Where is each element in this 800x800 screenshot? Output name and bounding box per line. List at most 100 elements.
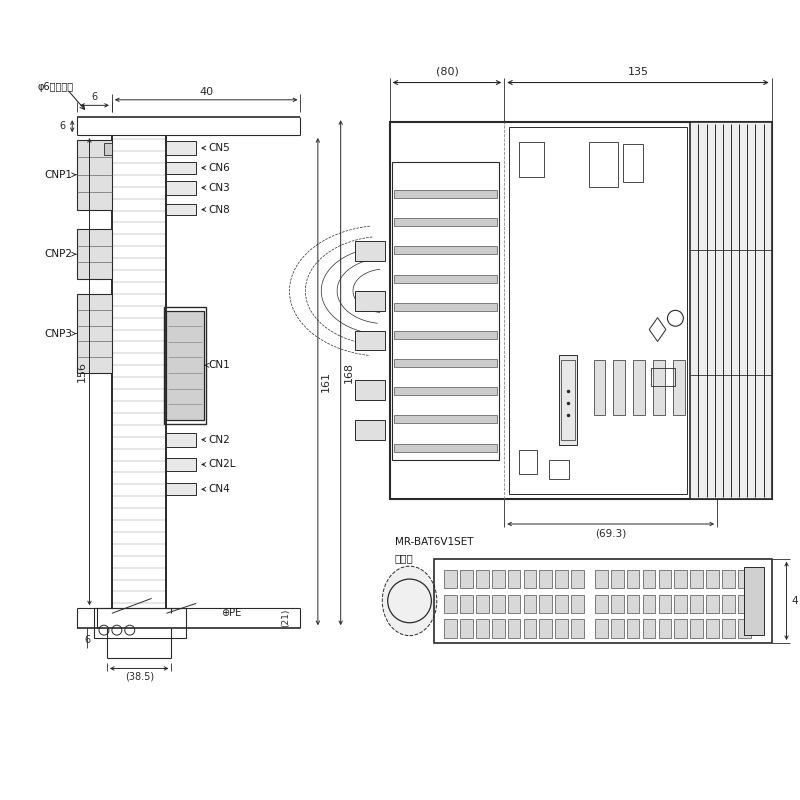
Bar	[722, 594, 734, 614]
Bar	[394, 246, 498, 254]
Bar	[673, 360, 685, 415]
Bar	[166, 141, 196, 155]
Text: ⊕PE: ⊕PE	[221, 608, 242, 618]
Text: 4: 4	[791, 596, 798, 606]
Bar	[627, 619, 639, 638]
Bar	[658, 619, 671, 638]
Bar	[706, 594, 719, 614]
Bar	[595, 570, 608, 589]
Bar	[571, 594, 584, 614]
Bar	[524, 570, 536, 589]
Bar	[555, 619, 568, 638]
Bar	[94, 608, 186, 638]
Bar	[104, 143, 112, 155]
Bar	[571, 619, 584, 638]
Bar	[674, 619, 687, 638]
Text: CN5: CN5	[208, 143, 230, 153]
Bar	[595, 619, 608, 638]
Bar	[674, 570, 687, 589]
Bar	[434, 558, 772, 643]
Bar	[394, 190, 498, 198]
Bar	[394, 331, 498, 339]
Bar	[561, 360, 574, 440]
Bar	[642, 570, 655, 589]
Bar	[524, 594, 536, 614]
Bar	[559, 355, 577, 445]
Bar	[166, 203, 196, 215]
Bar	[77, 230, 112, 279]
Text: CN3: CN3	[208, 182, 230, 193]
Bar	[555, 570, 568, 589]
Text: CN4: CN4	[208, 484, 230, 494]
Bar	[394, 359, 498, 367]
Bar	[722, 619, 734, 638]
Bar	[539, 570, 552, 589]
Bar	[524, 619, 536, 638]
Text: 135: 135	[627, 66, 649, 77]
Bar	[744, 566, 764, 635]
Bar	[508, 619, 521, 638]
Text: CN1: CN1	[208, 360, 230, 370]
Bar	[444, 594, 457, 614]
Text: 6: 6	[91, 92, 98, 102]
Bar	[390, 122, 772, 499]
Bar	[77, 140, 112, 210]
Bar	[738, 619, 750, 638]
Text: (69.3): (69.3)	[595, 529, 626, 539]
Bar	[166, 483, 196, 495]
Text: 40: 40	[199, 87, 214, 97]
Text: CNP2: CNP2	[44, 249, 72, 259]
Text: 168: 168	[344, 362, 354, 383]
Bar	[394, 415, 498, 423]
Bar	[627, 570, 639, 589]
Bar	[392, 162, 499, 459]
Text: (21): (21)	[281, 609, 290, 627]
Text: CN2L: CN2L	[208, 459, 236, 470]
Bar	[611, 594, 624, 614]
Bar	[738, 570, 750, 589]
Bar	[394, 274, 498, 282]
Bar	[476, 594, 489, 614]
Bar	[690, 122, 772, 499]
Bar	[476, 619, 489, 638]
Text: φ6取付け穴: φ6取付け穴	[38, 82, 74, 93]
Bar	[555, 594, 568, 614]
Bar	[642, 619, 655, 638]
Bar	[539, 619, 552, 638]
Bar	[355, 330, 385, 350]
Bar	[594, 360, 606, 415]
Bar	[166, 458, 196, 471]
Bar	[738, 594, 750, 614]
Bar	[444, 570, 457, 589]
Bar	[519, 450, 537, 474]
Bar	[519, 142, 544, 177]
Bar	[706, 570, 719, 589]
Bar	[492, 594, 505, 614]
Text: CN8: CN8	[208, 205, 230, 214]
Bar	[165, 306, 206, 424]
Bar	[614, 360, 626, 415]
Bar	[627, 594, 639, 614]
Text: 161: 161	[321, 371, 331, 392]
Bar	[492, 570, 505, 589]
Text: 6: 6	[59, 121, 66, 131]
Bar	[444, 619, 457, 638]
Bar	[658, 594, 671, 614]
Bar	[722, 570, 734, 589]
Bar	[634, 360, 645, 415]
Bar	[611, 619, 624, 638]
Bar	[508, 570, 521, 589]
Bar	[394, 444, 498, 451]
Bar	[571, 570, 584, 589]
Bar	[394, 218, 498, 226]
Bar	[77, 294, 112, 374]
Text: 156: 156	[77, 362, 86, 382]
Bar	[690, 619, 703, 638]
Bar	[674, 594, 687, 614]
Bar	[549, 459, 569, 479]
Bar	[589, 142, 618, 186]
Bar	[706, 619, 719, 638]
Bar	[690, 570, 703, 589]
Text: CNP3: CNP3	[44, 329, 72, 338]
Text: 6: 6	[84, 635, 90, 645]
